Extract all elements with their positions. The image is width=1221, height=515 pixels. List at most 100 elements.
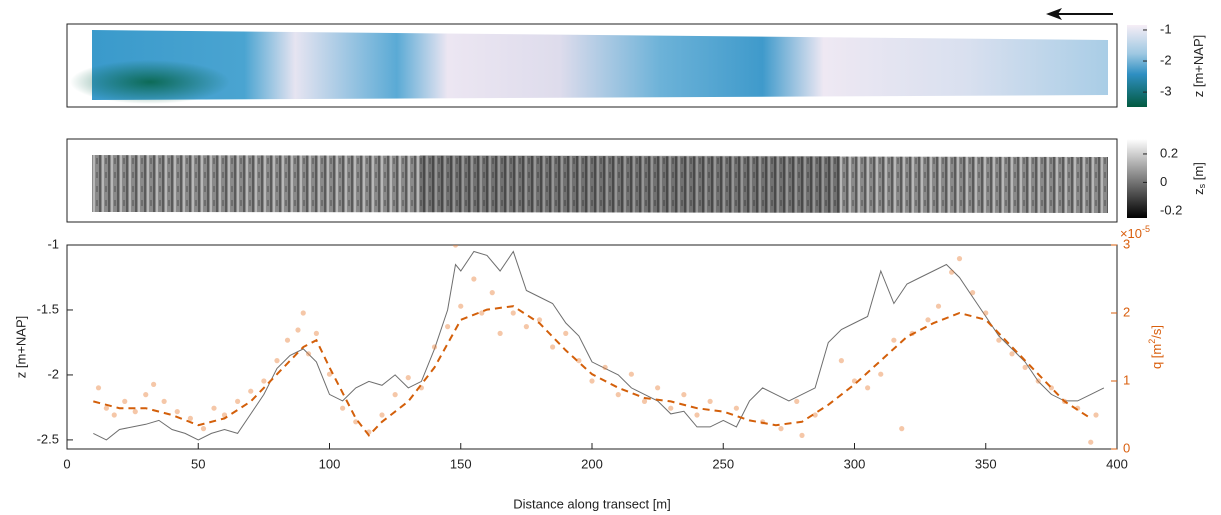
map-frame: [66, 23, 1118, 108]
data-point: [340, 405, 346, 411]
data-point: [405, 375, 411, 381]
label-part: q [m: [1149, 344, 1164, 369]
data-point: [261, 378, 267, 384]
data-point: [471, 276, 477, 282]
arrow-head: [1046, 8, 1062, 20]
label-part: z [m+NAP]: [1191, 35, 1206, 98]
data-point: [778, 426, 784, 432]
data-point: [878, 371, 884, 377]
data-point: [452, 245, 459, 248]
y-tick-label: -2.5: [37, 431, 59, 446]
map-frame: [66, 138, 1118, 223]
data-point: [694, 412, 700, 418]
data-point: [983, 310, 989, 316]
data-point: [445, 324, 451, 330]
data-point: [1093, 412, 1099, 418]
data-point: [431, 344, 438, 350]
x-tick-label: 300: [844, 456, 866, 471]
residual-map: [92, 155, 1108, 213]
residual-band: [420, 155, 840, 213]
data-point: [295, 327, 301, 333]
data-point: [353, 419, 359, 425]
data-point: [274, 358, 280, 364]
data-point: [550, 344, 556, 350]
data-point: [313, 330, 319, 336]
data-point: [1022, 364, 1028, 370]
data-point: [132, 409, 138, 415]
y-tick-label: -1: [47, 236, 59, 251]
data-point: [996, 337, 1002, 343]
data-point: [510, 310, 516, 316]
data-point: [899, 426, 905, 432]
data-point: [641, 398, 648, 404]
data-point: [628, 371, 634, 377]
data-point: [970, 290, 976, 296]
data-point: [668, 405, 674, 411]
y2-multiplier: ×10-5: [1120, 224, 1150, 241]
data-point: [865, 385, 871, 391]
data-point: [122, 398, 128, 404]
data-point: [235, 398, 241, 404]
data-point: [681, 392, 687, 398]
y-tick-label: -2: [47, 366, 59, 381]
y2-tick-label: 2: [1123, 304, 1130, 319]
data-point: [379, 412, 385, 418]
colorbar-tick-label: -1: [1160, 21, 1172, 36]
data-point: [812, 412, 818, 418]
colorbar-tick-label: -2: [1160, 52, 1172, 67]
label-part: ×10: [1120, 226, 1142, 241]
data-point: [489, 290, 495, 296]
colorbar-tick-label: 0.2: [1160, 145, 1178, 160]
data-point: [655, 385, 661, 391]
data-point: [458, 303, 464, 309]
colorbar-label: z [m+NAP]: [1191, 35, 1206, 98]
data-point: [563, 330, 569, 336]
profile-line: [93, 250, 1105, 441]
data-point: [497, 330, 503, 336]
x-tick-label: 0: [63, 456, 70, 471]
colorbar: [1127, 25, 1147, 107]
data-point: [523, 324, 529, 330]
data-point: [935, 303, 942, 309]
data-point: [589, 378, 595, 384]
data-point: [300, 310, 306, 316]
x-axis-label: Distance along transect [m]: [513, 496, 671, 511]
data-point: [707, 398, 713, 404]
data-point: [1035, 378, 1041, 384]
data-point: [284, 337, 291, 343]
data-point: [1009, 351, 1015, 357]
colorbar: [1127, 139, 1147, 218]
plot-area: [93, 245, 1105, 445]
data-point: [187, 415, 193, 421]
data-point: [143, 392, 149, 398]
data-point: [211, 405, 217, 411]
y-axis-label: z [m+NAP]: [13, 316, 28, 379]
x-tick-label: 200: [581, 456, 603, 471]
colorbar-tick-label: -0.2: [1160, 202, 1182, 217]
data-point: [794, 398, 800, 404]
data-point: [95, 385, 102, 391]
colorbar-label: zs [m]: [1191, 162, 1207, 195]
data-point: [305, 351, 312, 357]
data-point: [161, 398, 167, 404]
y-tick-label: -1.5: [37, 301, 59, 316]
data-point: [576, 358, 582, 364]
y2-axis-label: q [m2/s]: [1147, 325, 1164, 369]
x-tick-label: 350: [975, 456, 997, 471]
data-point: [956, 256, 963, 262]
data-point: [799, 432, 805, 438]
data-point: [248, 388, 254, 394]
data-point: [536, 317, 543, 323]
label-part: s: [1197, 183, 1207, 188]
y2-tick-label: 1: [1123, 372, 1130, 387]
data-point: [891, 337, 897, 343]
x-tick-label: 150: [450, 456, 472, 471]
data-point: [949, 269, 955, 275]
deep-area: [70, 60, 230, 104]
label-part: z: [1191, 188, 1206, 195]
label-part: -5: [1142, 224, 1150, 234]
data-point: [174, 409, 180, 415]
x-tick-label: 50: [191, 456, 205, 471]
